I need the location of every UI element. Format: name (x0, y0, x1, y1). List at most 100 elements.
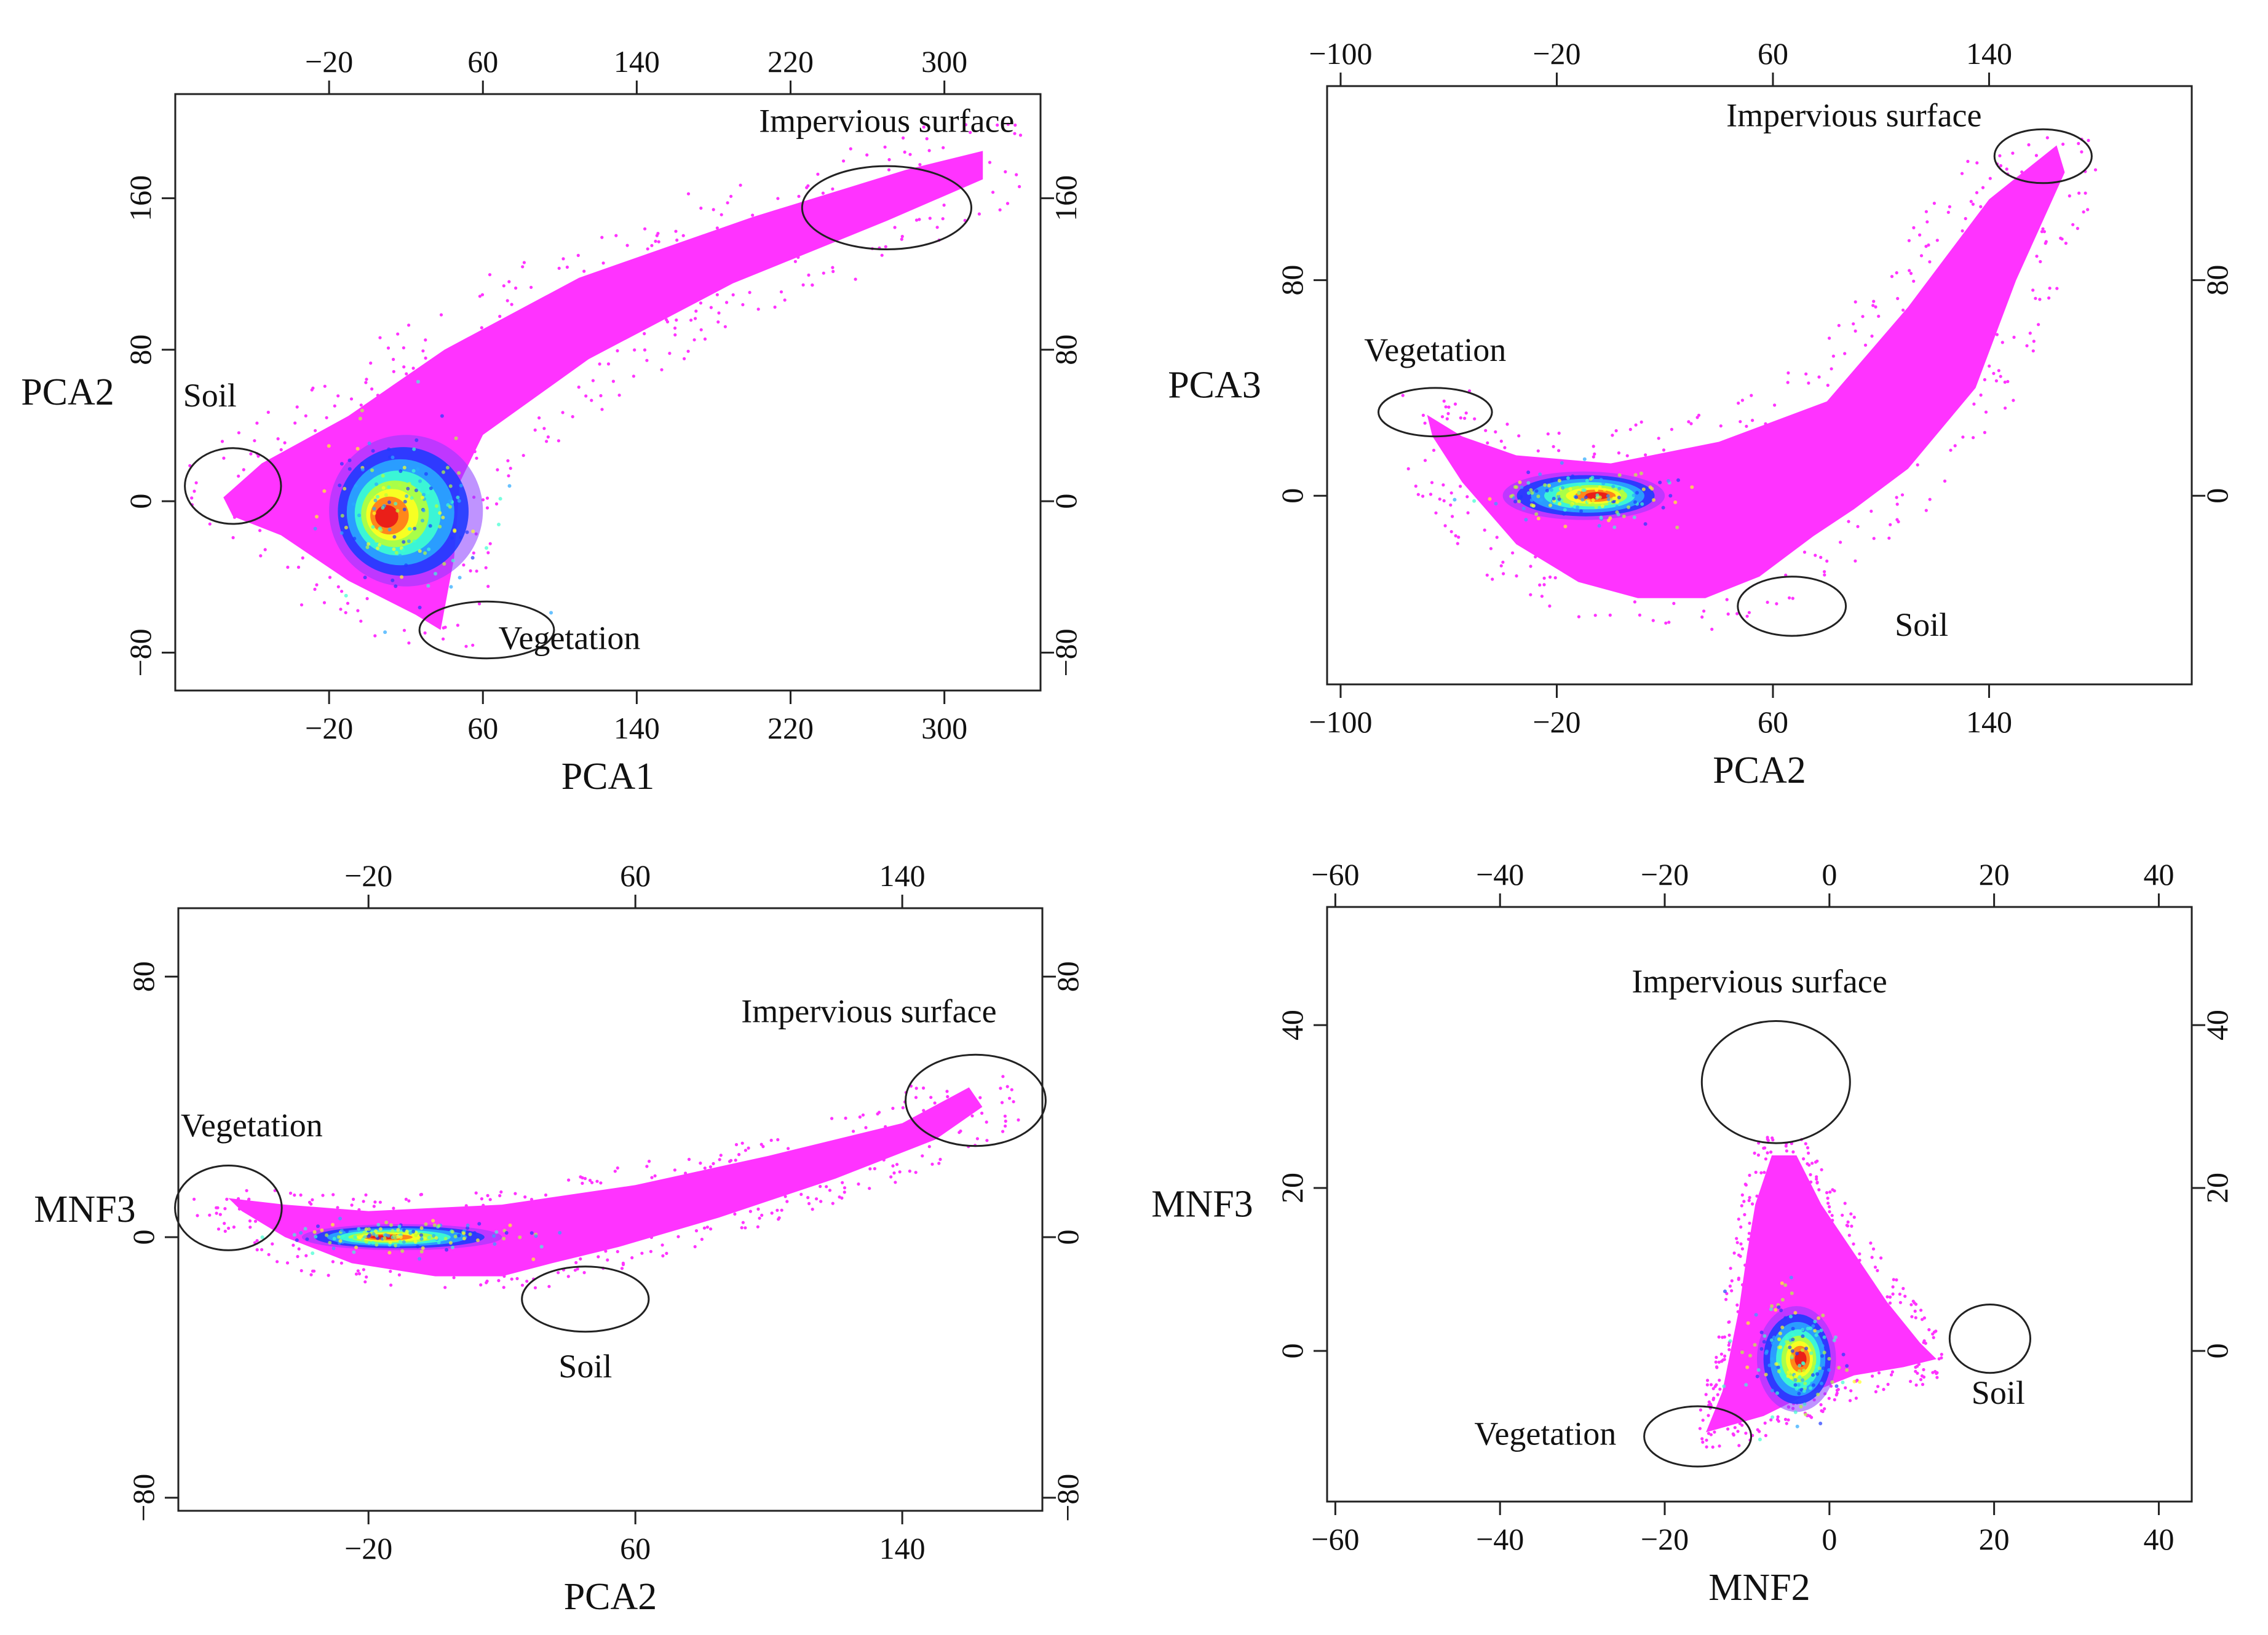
outlier-point (1849, 1389, 1853, 1393)
outlier-point (1807, 381, 1810, 385)
density-point (260, 1235, 264, 1240)
outlier-point (898, 1170, 902, 1174)
outlier-point (734, 1142, 739, 1147)
outlier-point (599, 1181, 603, 1185)
outlier-point (373, 1200, 377, 1204)
outlier-point (567, 1178, 571, 1182)
density-point (394, 550, 398, 555)
outlier-point (1874, 305, 1877, 309)
outlier-point (1432, 448, 1436, 452)
outlier-point (1730, 1289, 1734, 1293)
outlier-point (1825, 559, 1829, 563)
density-point (441, 515, 445, 520)
density-point (1804, 1347, 1809, 1350)
outlier-point (365, 1275, 368, 1279)
outlier-point (2082, 210, 2085, 214)
outlier-point (864, 1126, 868, 1130)
outlier-point (1644, 453, 1647, 457)
density-point (434, 504, 438, 508)
density-point (328, 1241, 332, 1245)
density-point (338, 1239, 343, 1243)
density-point (531, 1257, 536, 1261)
outlier-point (1538, 583, 1542, 587)
outlier-point (1764, 422, 1767, 426)
outlier-point (1557, 449, 1561, 453)
outlier-point (196, 1214, 199, 1217)
density-point (1472, 499, 1477, 503)
outlier-point (1466, 511, 1470, 515)
density-point (445, 465, 450, 470)
outlier-point (310, 388, 314, 392)
outlier-point (1841, 1213, 1844, 1217)
outlier-point (1744, 1183, 1748, 1187)
outlier-point (1536, 449, 1540, 453)
outlier-point (513, 1192, 517, 1195)
density-point (404, 563, 408, 568)
outlier-point (2020, 170, 2024, 174)
density-point (1797, 1369, 1801, 1373)
outlier-point (1806, 1162, 1809, 1166)
density-point (1574, 495, 1579, 499)
chart-2: −100 −100 −20 −20 60 60 140 140 0 0 80 80 PCA2 PCA3 Ve… (1168, 36, 2234, 791)
outlier-point (267, 1253, 271, 1256)
outlier-point (2006, 379, 2010, 384)
outlier-point (1882, 1388, 1885, 1392)
outlier-point (1966, 159, 1970, 164)
outlier-point (1429, 493, 1433, 496)
outlier-point (1617, 451, 1620, 455)
density-point (354, 484, 358, 488)
outlier-point (617, 394, 621, 397)
outlier-point (1898, 1293, 1901, 1296)
outlier-point (1687, 420, 1691, 424)
outlier-point (1735, 612, 1739, 616)
outlier-point (2044, 240, 2048, 243)
density-point (395, 509, 400, 513)
density-point (539, 1245, 544, 1249)
density-point (396, 1235, 400, 1239)
density-point (421, 509, 426, 513)
x-tick-label: 220 (767, 711, 814, 745)
outlier-point (1003, 1114, 1007, 1118)
outlier-point (725, 301, 729, 304)
outlier-point (456, 624, 460, 627)
density-point (295, 1238, 299, 1242)
x-tick-label-top: −20 (344, 858, 392, 893)
outlier-point (1909, 272, 1913, 275)
outlier-point (1721, 1336, 1724, 1339)
outlier-point (357, 1272, 362, 1276)
outlier-point (922, 1109, 926, 1112)
outlier-point (914, 1087, 918, 1090)
density-point (1556, 494, 1561, 499)
density-point (1566, 476, 1570, 480)
outlier-point (1907, 239, 1911, 242)
annotation-ellipse (418, 600, 555, 660)
density-point (316, 1224, 320, 1229)
density-point (1675, 525, 1679, 529)
outlier-point (1451, 515, 1454, 518)
outlier-point (676, 1235, 680, 1238)
outlier-point (469, 569, 472, 573)
outlier-point (1831, 354, 1835, 358)
outlier-point (442, 637, 445, 641)
outlier-point (481, 498, 485, 502)
density-point (1755, 1374, 1759, 1379)
outlier-point (339, 1261, 344, 1265)
density-point (416, 379, 420, 384)
outlier-point (2028, 331, 2032, 335)
density-point (471, 529, 475, 534)
density-point (1793, 1383, 1798, 1387)
density-point (351, 502, 355, 506)
outlier-point (339, 608, 343, 611)
annotation-ellipse (905, 1053, 1047, 1147)
outlier-point (975, 1137, 979, 1141)
outlier-point (486, 1194, 490, 1197)
density-point (383, 1236, 387, 1240)
x-tick-label-top: 300 (921, 44, 967, 79)
density-point (336, 1235, 341, 1239)
outlier-point (529, 285, 533, 289)
outlier-point (1786, 371, 1790, 375)
outlier-point (718, 1158, 721, 1162)
density-point (344, 593, 348, 598)
outlier-point (914, 218, 919, 222)
outlier-point (1924, 210, 1928, 213)
